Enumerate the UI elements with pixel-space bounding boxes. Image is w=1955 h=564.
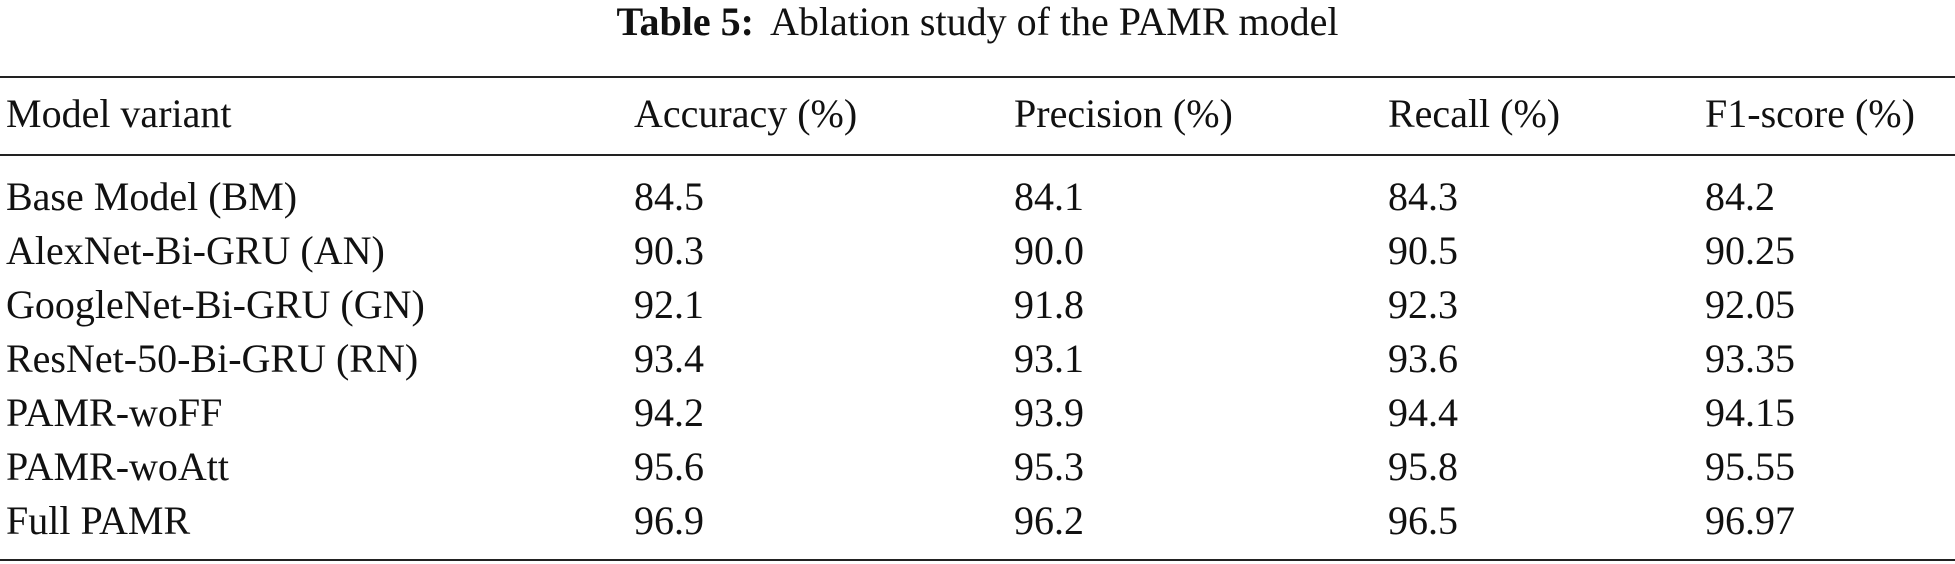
table-title: Ablation study of the PAMR model <box>769 0 1339 44</box>
model-variant-cell: ResNet-50-Bi-GRU (RN) <box>6 336 419 381</box>
recall-cell: 95.8 <box>1388 444 1458 489</box>
accuracy-cell: 84.5 <box>634 174 704 219</box>
column-header-recall: Recall (%) <box>1388 91 1561 136</box>
recall-cell: 96.5 <box>1388 498 1458 543</box>
accuracy-cell: 93.4 <box>634 336 704 381</box>
top-rule <box>0 76 1955 78</box>
bottom-rule <box>0 559 1955 561</box>
model-variant-cell: PAMR-woAtt <box>6 444 230 489</box>
f1-score-cell: 94.15 <box>1705 390 1795 435</box>
accuracy-cell: 95.6 <box>634 444 704 489</box>
accuracy-cell: 96.9 <box>634 498 704 543</box>
precision-cell: 90.0 <box>1014 228 1084 273</box>
table-row: GoogleNet-Bi-GRU (GN) 92.1 91.8 92.3 92.… <box>0 278 1955 332</box>
table-row: AlexNet-Bi-GRU (AN) 90.3 90.0 90.5 90.25 <box>0 224 1955 278</box>
recall-cell: 90.5 <box>1388 228 1458 273</box>
column-header-accuracy: Accuracy (%) <box>634 91 858 136</box>
table-row: ResNet-50-Bi-GRU (RN) 93.4 93.1 93.6 93.… <box>0 332 1955 386</box>
recall-cell: 92.3 <box>1388 282 1458 327</box>
table-row: PAMR-woAtt 95.6 95.3 95.8 95.55 <box>0 440 1955 494</box>
table-row: Base Model (BM) 84.5 84.1 84.3 84.2 <box>0 170 1955 224</box>
model-variant-cell: Full PAMR <box>6 498 191 543</box>
recall-cell: 93.6 <box>1388 336 1458 381</box>
f1-score-cell: 84.2 <box>1705 174 1775 219</box>
precision-cell: 91.8 <box>1014 282 1084 327</box>
model-variant-cell: Base Model (BM) <box>6 174 298 219</box>
model-variant-cell: PAMR-woFF <box>6 390 223 435</box>
f1-score-cell: 96.97 <box>1705 498 1795 543</box>
model-variant-cell: AlexNet-Bi-GRU (AN) <box>6 228 385 273</box>
table-caption: Table 5: Ablation study of the PAMR model <box>0 0 1955 44</box>
table-row: PAMR-woFF 94.2 93.9 94.4 94.15 <box>0 386 1955 440</box>
accuracy-cell: 90.3 <box>634 228 704 273</box>
model-variant-cell: GoogleNet-Bi-GRU (GN) <box>6 282 425 327</box>
table-number: Table 5: <box>616 0 754 44</box>
precision-cell: 93.9 <box>1014 390 1084 435</box>
header-rule <box>0 154 1955 156</box>
column-header-precision: Precision (%) <box>1014 91 1233 136</box>
f1-score-cell: 90.25 <box>1705 228 1795 273</box>
column-header-f1-score: F1-score (%) <box>1705 91 1915 136</box>
recall-cell: 94.4 <box>1388 390 1458 435</box>
f1-score-cell: 93.35 <box>1705 336 1795 381</box>
f1-score-cell: 92.05 <box>1705 282 1795 327</box>
table-row: Full PAMR 96.9 96.2 96.5 96.97 <box>0 494 1955 548</box>
precision-cell: 95.3 <box>1014 444 1084 489</box>
accuracy-cell: 92.1 <box>634 282 704 327</box>
table-header-row: Model variant Accuracy (%) Precision (%)… <box>0 84 1955 144</box>
precision-cell: 96.2 <box>1014 498 1084 543</box>
column-header-model-variant: Model variant <box>6 91 232 136</box>
precision-cell: 93.1 <box>1014 336 1084 381</box>
accuracy-cell: 94.2 <box>634 390 704 435</box>
recall-cell: 84.3 <box>1388 174 1458 219</box>
f1-score-cell: 95.55 <box>1705 444 1795 489</box>
precision-cell: 84.1 <box>1014 174 1084 219</box>
